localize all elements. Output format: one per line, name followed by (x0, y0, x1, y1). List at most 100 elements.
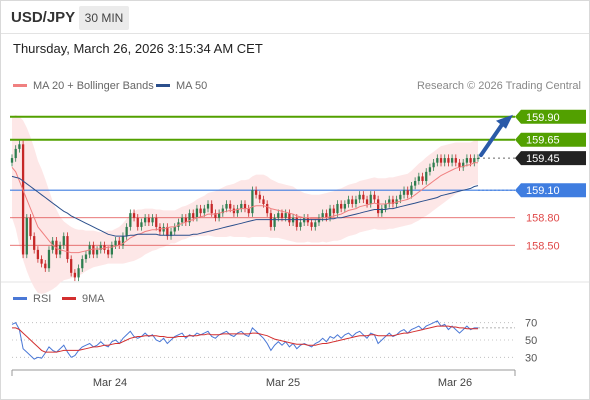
candle (132, 213, 136, 218)
candle (118, 240, 121, 246)
candle (417, 176, 420, 182)
level-label-159.90: 159.90 (526, 112, 560, 124)
candle (450, 158, 454, 163)
legend-item-9ma: 9MA (62, 293, 105, 305)
candle (406, 190, 409, 195)
legend-item-ma20: MA 20 + Bollinger Bands (13, 80, 154, 92)
level-tag-159.45 (515, 151, 586, 166)
candle (125, 226, 128, 237)
candle (273, 217, 276, 227)
candle (373, 194, 376, 200)
candle (280, 213, 284, 218)
candle (21, 144, 25, 255)
candle (295, 217, 298, 227)
rsi-tick-label-30: 30 (525, 352, 537, 364)
candle (413, 181, 417, 186)
candle (347, 199, 350, 204)
candle (277, 213, 280, 218)
legend-swatch-9ma (62, 296, 76, 300)
candle (25, 217, 28, 255)
candle (365, 199, 369, 204)
candle (77, 268, 80, 278)
legend-label-rsi: RSI (33, 293, 52, 305)
rsi-9ma-line (12, 325, 478, 353)
candle (114, 240, 117, 246)
level-label-158.50: 158.50 (526, 240, 560, 252)
candle (33, 236, 36, 250)
chart-datetime: Thursday, March 26, 2026 3:15:34 AM CET (13, 41, 263, 56)
candle (10, 158, 14, 163)
candle (210, 203, 213, 214)
candle (151, 217, 154, 223)
candle (40, 259, 43, 264)
candle (262, 199, 265, 204)
candle (110, 245, 113, 255)
candle (369, 194, 372, 204)
candle (399, 194, 402, 200)
candle (147, 217, 150, 223)
candle (70, 259, 73, 273)
candle (129, 213, 132, 227)
candle (243, 203, 247, 209)
legend-label-ma50: MA 50 (176, 80, 208, 92)
candle (206, 203, 210, 209)
candle (121, 236, 125, 246)
level-tag-159.65 (515, 132, 586, 147)
candle (107, 249, 110, 255)
candle (473, 158, 476, 163)
legend-item-rsi: RSI (13, 293, 51, 305)
level-label-159.10: 159.10 (526, 185, 560, 197)
candle (428, 167, 432, 172)
candle (299, 222, 302, 227)
forecast-arrow-head (496, 114, 513, 129)
candle (443, 158, 446, 163)
candle (425, 171, 428, 182)
candle (284, 213, 287, 218)
candle (476, 158, 480, 160)
candle (221, 208, 224, 214)
candle (180, 217, 184, 223)
candle (155, 217, 158, 227)
candle (358, 194, 361, 200)
candle (29, 217, 32, 237)
candle (454, 158, 457, 163)
candle (421, 176, 424, 182)
timeframe-button[interactable]: 30 MIN (79, 6, 129, 30)
candle (84, 254, 88, 260)
forecast-arrow-shaft (479, 121, 505, 158)
x-tick-label: Mar 26 (438, 377, 472, 389)
candle (62, 236, 65, 246)
candle (136, 217, 139, 227)
legend-label-9ma: 9MA (82, 293, 105, 305)
copyright-notice: Research © 2026 Trading Central (416, 80, 581, 92)
candle (436, 158, 439, 163)
candle (354, 199, 358, 204)
candle (44, 263, 47, 269)
candle (391, 199, 395, 204)
candle (195, 208, 199, 218)
legend-label-ma20: MA 20 + Bollinger Bands (33, 80, 154, 92)
candle (325, 213, 328, 218)
candle (203, 208, 206, 214)
candle (14, 148, 17, 159)
symbol-title: USD/JPY (11, 9, 76, 26)
x-tick-label: Mar 25 (266, 377, 300, 389)
candle (184, 217, 187, 223)
candle (254, 190, 258, 195)
candle (258, 194, 261, 200)
level-label-158.80: 158.80 (526, 213, 560, 225)
candle (199, 208, 202, 214)
candle (465, 158, 469, 163)
candle (140, 222, 143, 227)
candle (328, 208, 332, 218)
candle (66, 236, 69, 260)
candle (439, 158, 443, 163)
candle (225, 203, 228, 209)
candle (240, 203, 243, 209)
rsi-line (11, 320, 478, 360)
candle (447, 158, 450, 163)
candle (188, 213, 191, 223)
candle (388, 199, 391, 204)
candle (351, 199, 354, 204)
